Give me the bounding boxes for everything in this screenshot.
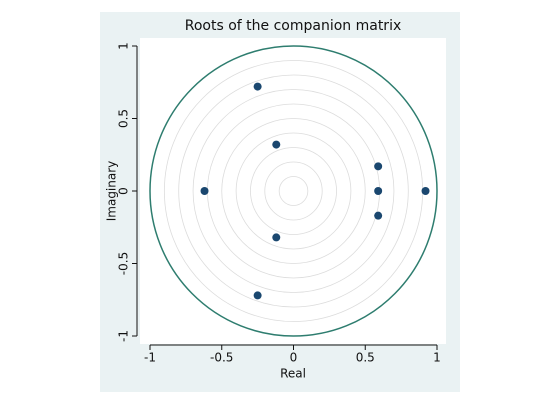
grid-circle	[250, 147, 337, 235]
grid-circle	[278, 176, 309, 206]
point	[374, 187, 383, 195]
point	[272, 233, 281, 242]
point	[253, 82, 262, 91]
point	[253, 291, 262, 300]
x-tick-label: -1	[144, 351, 156, 365]
x-tick-label: 1	[433, 351, 441, 365]
grid-circle	[221, 118, 366, 264]
point	[272, 140, 281, 149]
point	[374, 162, 383, 171]
y-tick-label: 0.5	[117, 109, 131, 128]
y-tick-label: -1	[117, 330, 131, 342]
chart-title: Roots of the companion matrix	[185, 18, 402, 34]
x-tick-label: 0	[290, 351, 298, 365]
x-axis-title: Real	[280, 367, 306, 381]
y-tick-label: 1	[117, 42, 131, 50]
x-tick-label: 0.5	[356, 351, 375, 365]
unit-circle	[149, 45, 438, 337]
point	[421, 187, 430, 195]
y-tick-label: -0.5	[117, 252, 131, 275]
y-axis-title: Imaginary	[105, 161, 119, 222]
point	[200, 187, 209, 195]
point	[374, 211, 383, 220]
grid-circle	[235, 132, 352, 250]
grid-circle	[192, 89, 395, 293]
grid-circle	[178, 74, 409, 308]
y-tick-label: 0	[117, 187, 131, 195]
x-tick-label: -0.5	[210, 351, 233, 365]
plot-region	[140, 38, 446, 344]
grid-circle	[264, 161, 323, 221]
